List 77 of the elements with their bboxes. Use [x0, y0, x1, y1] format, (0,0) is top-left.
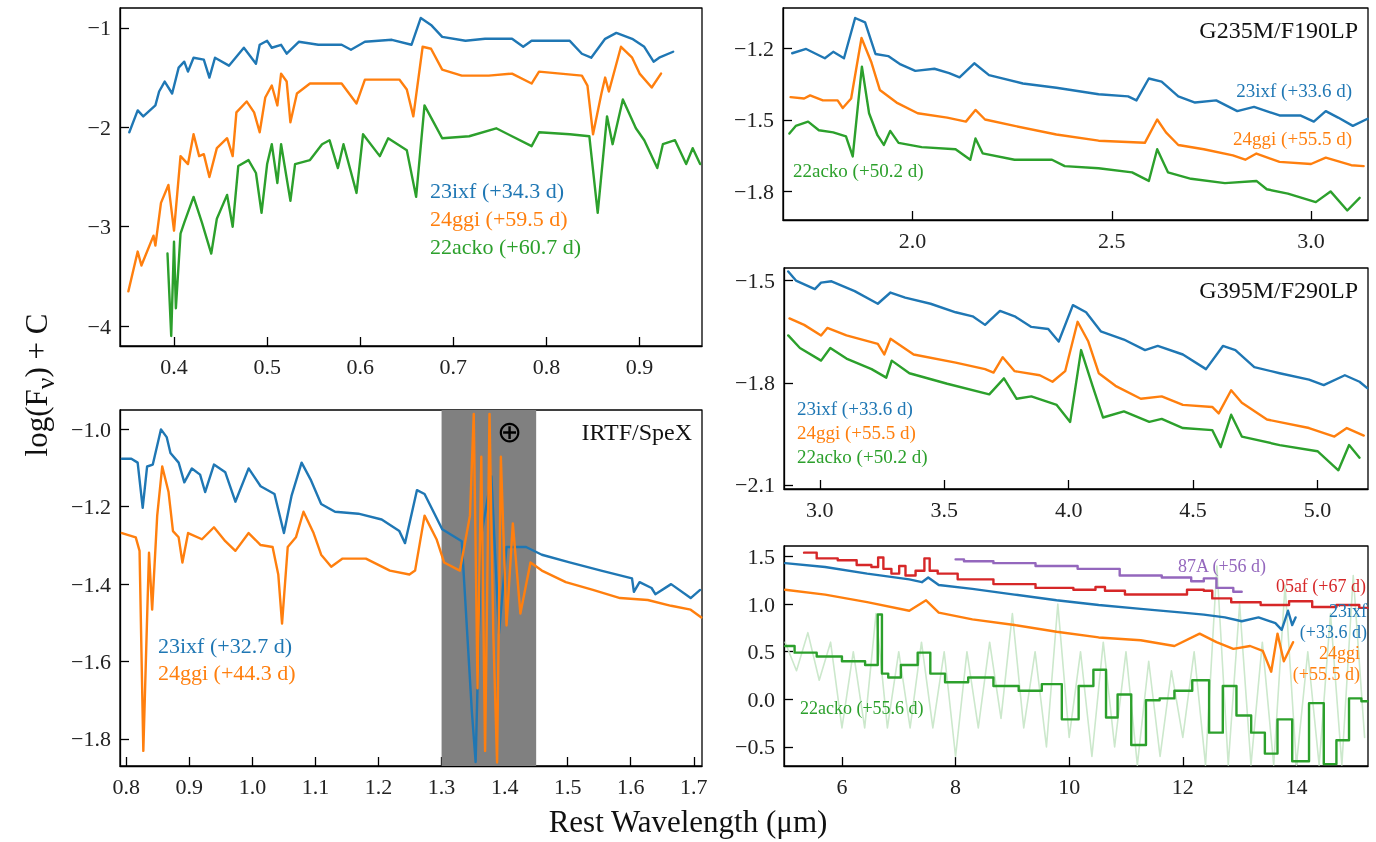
x-tick-label: 1.1: [301, 773, 330, 799]
series-label: 24ggi (+55.5 d): [1292, 642, 1360, 685]
x-tick-label: 3.0: [1297, 227, 1325, 253]
band-label: ⊕: [497, 414, 523, 448]
x-tick-label: 2.5: [1098, 227, 1126, 253]
x-tick-label: 3.0: [806, 496, 834, 522]
line-series: [790, 16, 1369, 128]
line-series: [127, 45, 663, 293]
x-tick-label: 0.5: [253, 353, 281, 379]
x-tick-label: 4.0: [1054, 496, 1083, 522]
y-tick-label: −1.0: [71, 416, 111, 442]
x-tick-label: 2.0: [898, 227, 927, 253]
series-label: 23ixf (+33.6 d): [1236, 79, 1352, 102]
x-tick-label: 0.8: [112, 773, 141, 799]
x-tick-label: 1.7: [680, 773, 708, 799]
series-label: 23ixf (+33.6 d): [1299, 600, 1367, 643]
line-series: [128, 16, 675, 134]
x-axis-title: Rest Wavelength (μm): [548, 804, 828, 840]
x-tick-label: 14: [1285, 773, 1308, 799]
annotation: IRTF/SpeX: [581, 419, 692, 445]
text: 23ixf (+33.6 d): [797, 397, 913, 420]
x-tick-label: 0.9: [175, 773, 204, 799]
y-tick-label: −1.8: [71, 726, 111, 752]
series-label: 87A (+56 d): [1177, 556, 1267, 577]
text: 24ggi (+55.5 d): [797, 421, 916, 444]
x-tick-label: 0.4: [160, 353, 188, 379]
y-tick-label: −1.2: [734, 35, 774, 61]
y-tick-label: −4: [87, 313, 111, 339]
y-tick-label: −1.4: [71, 571, 111, 597]
line-series: [788, 65, 1361, 212]
annotation: G235M/F190LP: [1199, 17, 1358, 43]
x-tick-label: 0.6: [346, 353, 374, 379]
x-tick-label: 1.6: [617, 773, 645, 799]
series-label: 22acko (+55.6 d): [800, 698, 924, 719]
y-tick-label: −1: [87, 15, 111, 41]
x-tick-label: 1.4: [490, 773, 519, 799]
series-label: 05af (+67 d): [1275, 576, 1366, 597]
x-tick-label: 0.8: [532, 353, 561, 379]
x-tick-label: 6: [836, 773, 848, 799]
y-tick-label: −1.8: [735, 370, 775, 396]
annotation: G395M/F290LP: [1199, 277, 1358, 303]
y-tick-label: 0.5: [747, 639, 775, 665]
line-series: [787, 334, 1361, 472]
x-tick-label: 1.2: [364, 773, 393, 799]
y-tick-label: 1.0: [747, 591, 775, 617]
x-tick-label: 1.0: [238, 773, 267, 799]
y-tick-label: −0.5: [735, 734, 775, 760]
text: 23ixf (+32.7 d): [158, 632, 292, 658]
y-tick-label: 1.5: [747, 543, 775, 569]
y-tick-label: −1.2: [71, 494, 111, 520]
y-tick-label: −1.8: [734, 178, 774, 204]
text: 24ggi (+59.5 d): [430, 205, 568, 231]
series-label: 24ggi (+55.5 d): [1233, 127, 1352, 150]
x-tick-label: 0.7: [439, 353, 468, 379]
y-tick-label: 0.0: [747, 686, 775, 712]
x-tick-label: 4.5: [1179, 496, 1207, 522]
x-tick-label: 3.5: [930, 496, 958, 522]
y-tick-label: −1.5: [734, 107, 774, 133]
series-label: 22acko (+50.2 d): [793, 159, 924, 182]
x-tick-label: 0.9: [625, 353, 654, 379]
y-tick-label: −3: [87, 214, 111, 240]
series-label: 22acko (+60.7 d): [430, 233, 582, 259]
x-tick-label: 1.5: [553, 773, 582, 799]
text: 22acko (+50.2 d): [797, 445, 928, 468]
y-tick-label: −1.6: [71, 649, 111, 675]
line-series: [166, 98, 702, 338]
x-tick-label: 5.0: [1303, 496, 1332, 522]
x-tick-label: 10: [1058, 773, 1081, 799]
y-tick-label: −1.5: [735, 268, 775, 294]
line-series: [787, 270, 1369, 390]
series-label: 24ggi (+44.3 d): [158, 659, 296, 685]
y-tick-label: −2: [87, 114, 111, 140]
x-tick-label: 8: [950, 773, 962, 799]
x-tick-label: 12: [1171, 773, 1194, 799]
x-tick-label: 1.3: [427, 773, 456, 799]
y-tick-label: −2.1: [735, 472, 775, 498]
text: 23ixf (+34.3 d): [430, 177, 564, 203]
